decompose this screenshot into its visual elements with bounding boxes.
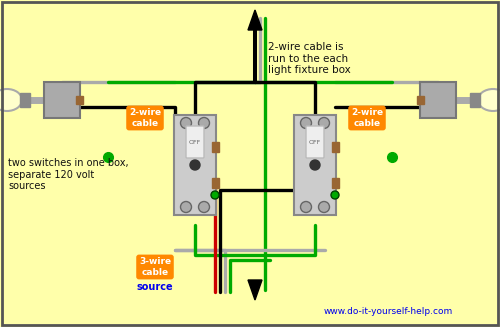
- Bar: [294, 115, 336, 215]
- Bar: [332, 142, 339, 152]
- Ellipse shape: [478, 89, 500, 111]
- Bar: [76, 96, 83, 104]
- Circle shape: [300, 117, 312, 129]
- Text: OFF: OFF: [189, 140, 201, 145]
- FancyBboxPatch shape: [306, 126, 324, 158]
- Bar: [212, 178, 219, 188]
- Circle shape: [300, 201, 312, 213]
- Polygon shape: [248, 10, 262, 30]
- Circle shape: [180, 201, 192, 213]
- Circle shape: [180, 117, 192, 129]
- Circle shape: [190, 160, 200, 170]
- Text: 2-wire cable is
run to the each
light fixture box: 2-wire cable is run to the each light fi…: [268, 42, 351, 75]
- Circle shape: [318, 117, 330, 129]
- Circle shape: [211, 191, 219, 199]
- Bar: [174, 115, 216, 215]
- Text: 3-wire
cable: 3-wire cable: [139, 257, 171, 277]
- Bar: [212, 142, 219, 152]
- Text: two switches in one box,
separate 120 volt
sources: two switches in one box, separate 120 vo…: [8, 158, 128, 191]
- Text: 2-wire
cable: 2-wire cable: [129, 108, 161, 128]
- Bar: [420, 82, 456, 118]
- Circle shape: [198, 117, 209, 129]
- Ellipse shape: [0, 89, 22, 111]
- Bar: [44, 82, 80, 118]
- Polygon shape: [248, 280, 262, 300]
- Text: OFF: OFF: [309, 140, 321, 145]
- Text: source: source: [136, 282, 173, 292]
- Bar: [417, 96, 424, 104]
- Text: www.do-it-yourself-help.com: www.do-it-yourself-help.com: [324, 307, 452, 316]
- Circle shape: [318, 201, 330, 213]
- Bar: [470, 93, 480, 107]
- Circle shape: [310, 160, 320, 170]
- FancyBboxPatch shape: [186, 126, 204, 158]
- Bar: [332, 178, 339, 188]
- Circle shape: [198, 201, 209, 213]
- Text: 2-wire
cable: 2-wire cable: [351, 108, 383, 128]
- Circle shape: [331, 191, 339, 199]
- Bar: [20, 93, 30, 107]
